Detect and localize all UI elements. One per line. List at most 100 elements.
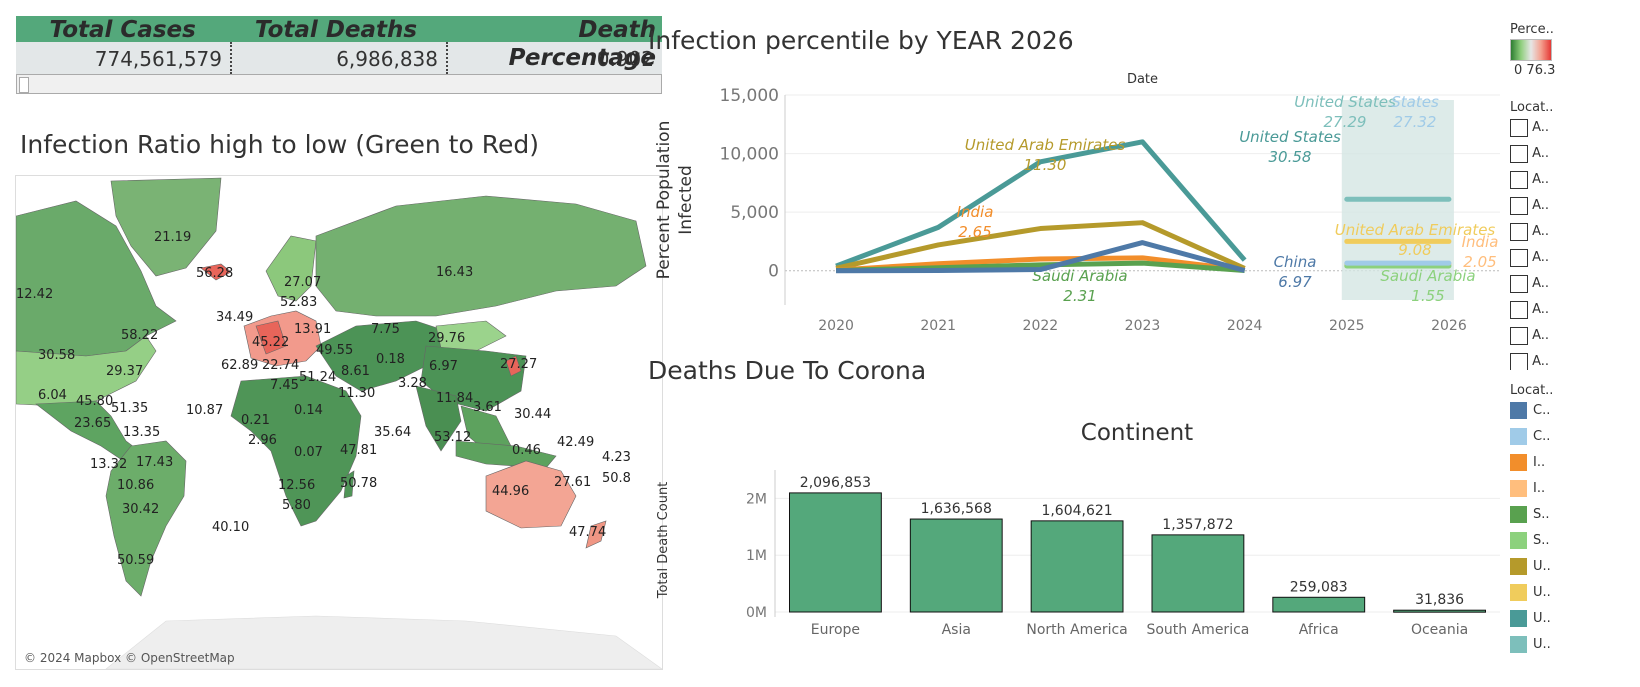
location-checkbox[interactable] — [1510, 196, 1528, 215]
bar-value-label: 2,096,853 — [800, 475, 871, 491]
scrollbar-thumb[interactable] — [19, 77, 29, 93]
location-filter-item[interactable]: A.. — [1510, 271, 1640, 297]
location-checkbox[interactable] — [1510, 170, 1528, 189]
location-checkbox[interactable] — [1510, 144, 1528, 163]
series-label: India — [957, 203, 994, 221]
location-filter-list[interactable]: A.. A.. A.. A.. A.. A.. A.. A.. A.. A.. … — [1510, 115, 1640, 370]
bar-y-tick-label: 0M — [746, 605, 767, 621]
line-x-tick-label: 2025 — [1329, 318, 1365, 334]
line-y-tick-label: 5,000 — [730, 203, 779, 223]
percent-legend-title: Perce.. — [1510, 22, 1554, 37]
series-line[interactable] — [835, 139, 1247, 269]
line-x-tick-label: 2023 — [1125, 318, 1161, 334]
location-filter-item[interactable]: A.. — [1510, 323, 1640, 349]
line-x-tick-label: 2026 — [1431, 318, 1467, 334]
map-country-value-label: 47.74 — [569, 525, 606, 540]
map-country-value-label: 51.35 — [111, 401, 148, 416]
map-country-value-label: 50.59 — [117, 553, 154, 568]
map-country-value-label: 6.04 — [38, 388, 67, 403]
map-country-value-label: 0.14 — [294, 403, 323, 418]
map-country-value-label: 29.76 — [428, 331, 465, 346]
location-filter-item[interactable]: A.. — [1510, 193, 1640, 219]
kpi-horizontal-scrollbar[interactable] — [16, 74, 662, 94]
line-x-tick-label: 2020 — [818, 318, 854, 334]
bar[interactable] — [1272, 596, 1366, 613]
color-swatch — [1510, 454, 1527, 471]
map-country-value-label: 40.10 — [212, 520, 249, 535]
location-filter-label: A.. — [1528, 172, 1550, 187]
location-filter-label: A.. — [1528, 120, 1550, 135]
location-checkbox[interactable] — [1510, 326, 1528, 345]
location-filter-item[interactable]: A.. — [1510, 115, 1640, 141]
color-swatch — [1510, 480, 1527, 497]
location-filter-item[interactable]: A.. — [1510, 219, 1640, 245]
world-map-svg: 21.19 56.28 27.07 52.83 16.43 12.42 34.49 13.91… — [16, 177, 662, 669]
kpi-value-row: 774,561,579 6,986,838 0.902 — [16, 42, 662, 74]
line-x-tick-label: 2021 — [920, 318, 956, 334]
bar[interactable] — [1030, 520, 1124, 613]
location-filter-label: A.. — [1528, 276, 1550, 291]
series-label: Saudi Arabia — [1032, 267, 1127, 285]
location-checkbox[interactable] — [1510, 352, 1528, 370]
location-color-item: I.. — [1510, 476, 1640, 502]
location-checkbox[interactable] — [1510, 248, 1528, 267]
series-line[interactable] — [835, 220, 1246, 271]
location-filter-label: A.. — [1528, 328, 1550, 343]
map-country-value-label: 13.35 — [123, 425, 160, 440]
series-line[interactable] — [836, 240, 1246, 274]
location-checkbox[interactable] — [1510, 274, 1528, 293]
map-country-value-label: 7.45 — [270, 378, 299, 393]
bar-y-tick-label: 2M — [746, 491, 767, 507]
location-checkbox[interactable] — [1510, 118, 1528, 137]
location-color-item: C.. — [1510, 398, 1640, 424]
location-filter-item[interactable]: A.. — [1510, 141, 1640, 167]
map-country-value-label: 5.80 — [282, 498, 311, 513]
series-line[interactable] — [835, 255, 1245, 273]
line-x-tick-label: 2024 — [1227, 318, 1263, 334]
bar-chart[interactable]: Continent Total Death Count 0M 1M 2M 2,096,85… — [645, 400, 1505, 683]
percent-legend-min: 0 — [1514, 63, 1523, 78]
map-country-value-label: 30.44 — [514, 407, 551, 422]
kpi-header-death-percentage: Death Percentage — [508, 17, 656, 71]
bar-value-label: 1,604,621 — [1041, 503, 1112, 519]
location-filter-legend[interactable]: Locat.. A.. A.. A.. A.. A.. A.. A.. A.. … — [1510, 100, 1640, 370]
kpi-total-cases: 774,561,579 — [16, 42, 232, 74]
map-country-value-label: 10.87 — [186, 403, 223, 418]
color-swatch — [1510, 558, 1527, 575]
kpi-table: Total Cases Total Deaths Death Percentag… — [16, 16, 662, 94]
location-checkbox[interactable] — [1510, 300, 1528, 319]
bar[interactable] — [1151, 534, 1245, 613]
map-country-value-label: 30.42 — [122, 502, 159, 517]
color-swatch — [1510, 506, 1527, 523]
world-map[interactable]: 21.19 56.28 27.07 52.83 16.43 12.42 34.49 13.91… — [15, 175, 663, 670]
forecast-value-label: 2.05 — [1463, 253, 1496, 271]
line-y-axis-label: Percent Population Infected — [654, 121, 696, 280]
map-country-value-label: 22.74 — [262, 358, 299, 373]
location-checkbox[interactable] — [1510, 222, 1528, 241]
map-country-value-label: 3.28 — [398, 376, 427, 391]
location-filter-item[interactable]: A.. — [1510, 167, 1640, 193]
line-chart[interactable]: Date Percent Population Infected 0 5,000 10,0… — [645, 65, 1505, 345]
location-filter-label: A.. — [1528, 198, 1550, 213]
location-color-item: U.. — [1510, 554, 1640, 580]
percent-legend: Perce.. 0 76.3 — [1510, 22, 1640, 78]
map-title: Infection Ratio high to low (Green to Re… — [20, 130, 539, 159]
location-color-label: U.. — [1533, 559, 1551, 574]
forecast-series-label: United States — [1294, 93, 1396, 111]
series-value-label: 2.65 — [958, 223, 991, 241]
location-filter-item[interactable]: A.. — [1510, 349, 1640, 370]
location-filter-item[interactable]: A.. — [1510, 245, 1640, 271]
bar[interactable] — [789, 492, 882, 613]
forecast-value-label: 27.29 — [1324, 113, 1367, 131]
bar-chart-subtitle: Continent — [1081, 420, 1193, 446]
map-attribution[interactable]: © 2024 Mapbox © OpenStreetMap — [24, 651, 235, 665]
location-filter-label: A.. — [1528, 146, 1550, 161]
bar-category-label: Asia — [942, 622, 971, 638]
color-swatch — [1510, 428, 1527, 445]
location-color-legend: Locat.. C.. C.. I.. I.. S.. S.. U.. U.. U.. U.. — [1510, 383, 1640, 658]
bar[interactable] — [1393, 609, 1487, 613]
location-filter-item[interactable]: A.. — [1510, 297, 1640, 323]
bar[interactable] — [909, 518, 1003, 613]
color-swatch — [1510, 610, 1527, 627]
series-value-label: 6.97 — [1278, 273, 1312, 291]
